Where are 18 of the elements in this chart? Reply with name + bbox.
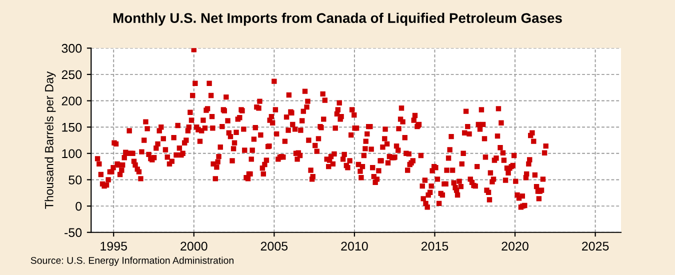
x-tick-label: 2025 <box>582 242 609 251</box>
x-tick-label: 2000 <box>180 242 208 251</box>
x-tick-label: 2005 <box>260 242 288 251</box>
x-tick-label: 1995 <box>100 242 127 251</box>
x-tick-label: 2010 <box>341 242 368 251</box>
y-tick-label: 0 <box>76 202 82 211</box>
y-tick-label: 150 <box>62 122 82 132</box>
y-tick-label: 300 <box>62 44 82 53</box>
y-tick-label: 200 <box>62 96 82 106</box>
y-axis-title: Thousand Barrels per Day <box>44 71 56 209</box>
chart-title: Monthly U.S. Net Imports from Canada of Liquified Petroleum Gases <box>113 12 562 26</box>
y-tick-label: 50 <box>68 176 82 184</box>
y-tick-label: 100 <box>62 149 82 158</box>
source-note: Source: U.S. Energy Information Administration <box>30 256 234 266</box>
y-tick-label: 250 <box>62 70 82 80</box>
x-tick-label: 2015 <box>421 242 448 251</box>
y-tick-label: -50 <box>64 228 82 238</box>
x-tick-label: 2020 <box>502 242 528 251</box>
